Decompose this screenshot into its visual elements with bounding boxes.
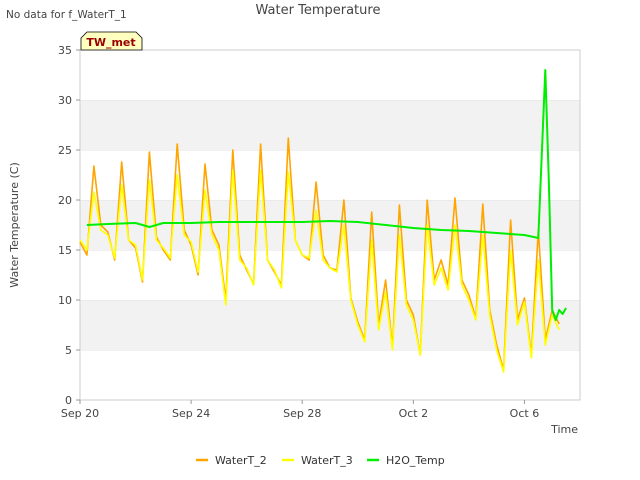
plot-frame	[79, 49, 581, 401]
band-25-30	[80, 100, 580, 150]
legend: WaterT_2 WaterT_3 H2O_Temp	[196, 454, 445, 467]
band-20-25	[80, 150, 580, 200]
y-tick-label-30: 30	[58, 94, 72, 107]
legend-label-H2O_Temp: H2O_Temp	[386, 454, 445, 467]
legend-label-WaterT_2: WaterT_2	[215, 454, 267, 467]
legend-label-WaterT_3: WaterT_3	[301, 454, 353, 467]
band-0-5	[80, 350, 580, 400]
band-10-15	[80, 250, 580, 300]
x-axis-label: Time	[550, 423, 578, 436]
x-tick-label-2023-09-28: Sep 28	[283, 407, 321, 420]
y-axis: 0 5 10 15 20 25 30 35	[58, 44, 80, 407]
x-tick-label-2023-10-06: Oct 6	[510, 407, 540, 420]
x-axis: Sep 20 Sep 24 Sep 28 Oct 2 Oct 6	[61, 400, 539, 420]
band-15-20	[80, 200, 580, 250]
x-tick-label-2023-09-20: Sep 20	[61, 407, 99, 420]
y-tick-label-0: 0	[65, 394, 72, 407]
plot-background-bands	[80, 49, 580, 400]
badge-label: TW_met	[86, 36, 135, 49]
no-data-note: No data for f_WaterT_1	[6, 9, 127, 21]
series-line-WaterT_3	[79, 169, 560, 373]
badge-shape	[80, 31, 143, 51]
x-tick-label-2023-10-02: Oct 2	[399, 407, 429, 420]
y-tick-label-35: 35	[58, 44, 72, 57]
band-30-35	[80, 50, 580, 100]
y-tick-label-20: 20	[58, 194, 72, 207]
y-tick-label-25: 25	[58, 144, 72, 157]
y-axis-label: Water Temperature (C)	[8, 162, 21, 287]
chart-title: Water Temperature	[256, 3, 381, 18]
y-tick-label-10: 10	[58, 294, 72, 307]
station-badge: TW_met	[80, 31, 143, 51]
x-tick-label-2023-09-24: Sep 24	[172, 407, 210, 420]
y-tick-label-5: 5	[65, 344, 72, 357]
series-lines	[79, 69, 567, 373]
series-line-H2O_Temp	[86, 69, 567, 321]
y-tick-label-15: 15	[58, 244, 72, 257]
